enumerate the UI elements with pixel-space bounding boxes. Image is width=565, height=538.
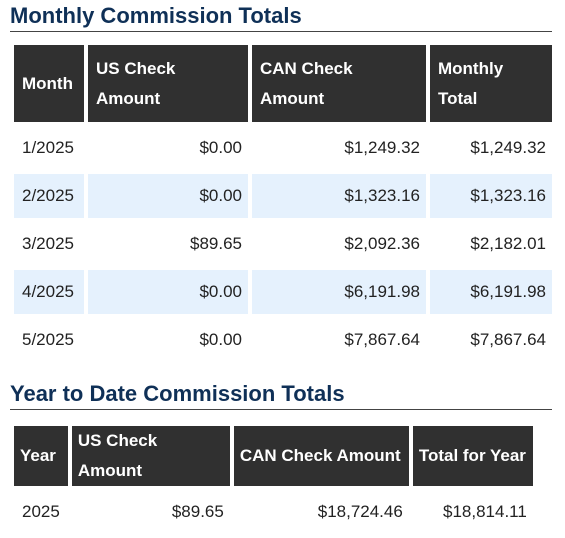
table-row: 4/2025 $0.00 $6,191.98 $6,191.98	[14, 270, 552, 314]
ytd-section-title: Year to Date Commission Totals	[10, 381, 345, 406]
can-check-cell: $1,323.16	[252, 174, 426, 218]
header-total-line2: Total	[438, 88, 478, 108]
can-check-cell: $18,724.46	[317, 502, 403, 521]
can-check-cell: $1,249.32	[344, 138, 420, 157]
table-row: 3/2025 $89.65 $2,092.36 $2,182.01	[14, 222, 552, 266]
can-check-cell: $2,092.36	[344, 234, 420, 253]
table-row: 2025 $89.65 $18,724.46 $18,814.11	[14, 490, 533, 534]
header-us-check-amount: US Check Amount	[88, 45, 248, 122]
us-check-cell: $0.00	[199, 138, 242, 157]
table-row: 1/2025 $0.00 $1,249.32 $1,249.32	[14, 126, 552, 170]
us-check-cell: $0.00	[199, 330, 242, 349]
table-row: 5/2025 $0.00 $7,867.64 $7,867.64	[14, 318, 552, 362]
ytd-commission-table: Year US Check Amount CAN Check Amount To…	[10, 422, 537, 538]
header-month: Month	[14, 45, 84, 122]
monthly-total-cell: $7,867.64	[470, 330, 546, 349]
us-check-cell: $0.00	[88, 174, 248, 218]
month-cell: 5/2025	[22, 330, 74, 349]
ytd-title-rule	[10, 409, 552, 410]
monthly-total-cell: $6,191.98	[430, 270, 552, 314]
header-us-check-amount: US Check Amount	[71, 426, 230, 486]
header-us-line1: US Check	[96, 58, 176, 78]
monthly-section-title: Monthly Commission Totals	[10, 3, 302, 28]
header-year: Year	[14, 426, 68, 486]
month-cell: 4/2025	[14, 270, 84, 314]
table-row: 2/2025 $0.00 $1,323.16 $1,323.16	[14, 174, 552, 218]
header-can-check-amount: CAN Check Amount	[233, 426, 409, 486]
header-us-line2: Amount	[96, 88, 161, 108]
header-total-line1: Monthly	[438, 58, 504, 78]
monthly-total-cell: $2,182.01	[470, 234, 546, 253]
monthly-total-cell: $1,323.16	[430, 174, 552, 218]
can-check-cell: $6,191.98	[252, 270, 426, 314]
header-can-check-amount: CAN Check Amount	[252, 45, 426, 122]
us-check-cell: $89.65	[171, 502, 224, 521]
header-can-line2: Amount	[260, 88, 325, 108]
us-check-cell: $89.65	[190, 234, 242, 253]
monthly-total-cell: $1,249.32	[470, 138, 546, 157]
header-monthly-total: Monthly Total	[430, 45, 552, 122]
year-cell: 2025	[22, 502, 60, 521]
month-cell: 1/2025	[22, 138, 74, 157]
header-total-for-year: Total for Year	[412, 426, 533, 486]
ytd-header-row: Year US Check Amount CAN Check Amount To…	[14, 426, 533, 486]
header-can-line1: CAN Check	[260, 58, 353, 78]
monthly-title-rule	[10, 31, 552, 32]
month-cell: 2/2025	[14, 174, 84, 218]
total-for-year-cell: $18,814.11	[443, 502, 527, 521]
can-check-cell: $7,867.64	[344, 330, 420, 349]
month-cell: 3/2025	[22, 234, 74, 253]
us-check-cell: $0.00	[88, 270, 248, 314]
monthly-commission-table: Month US Check Amount CAN Check Amount Mon…	[10, 41, 556, 366]
monthly-header-row: Month US Check Amount CAN Check Amount Mon…	[14, 45, 552, 122]
